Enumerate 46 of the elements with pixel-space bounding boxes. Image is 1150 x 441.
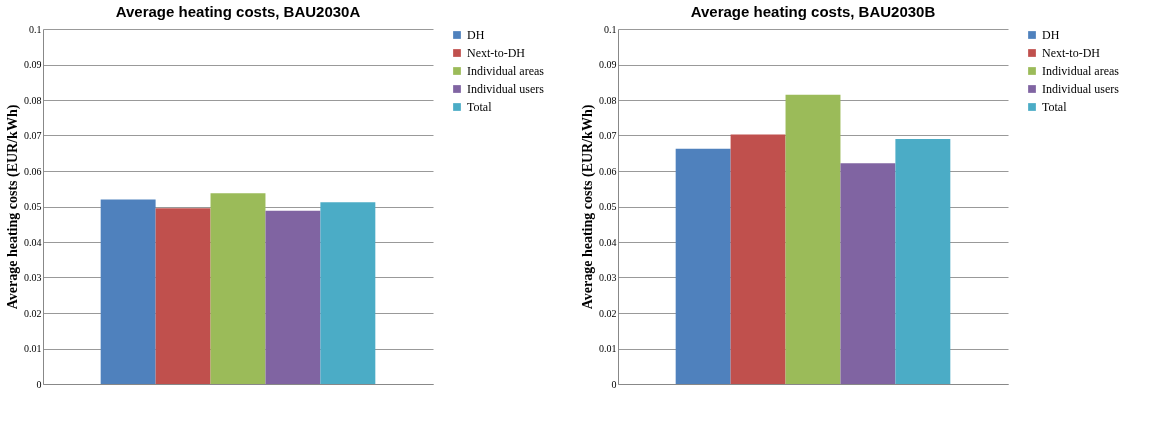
y-tick-label: 0.07 xyxy=(599,130,617,141)
y-tick-label: 0.06 xyxy=(599,165,617,177)
legend-label: Next-to-DH xyxy=(1042,46,1101,60)
y-tick-label: 0.05 xyxy=(24,201,42,212)
y-tick-label: 0.02 xyxy=(599,307,617,319)
legend-label: DH xyxy=(467,28,485,42)
bar xyxy=(265,210,321,384)
bar xyxy=(155,208,211,384)
y-tick-label: 0.07 xyxy=(24,130,42,141)
y-tick-label: 0.04 xyxy=(24,236,42,248)
y-axis-title: Average heating costs (EUR/kWh) xyxy=(5,104,21,310)
bar xyxy=(675,148,731,384)
bar xyxy=(320,202,376,384)
y-tick-label: 0.05 xyxy=(599,201,617,212)
y-tick-label: 0.01 xyxy=(599,343,617,354)
chart-title: Average heating costs, BAU2030A xyxy=(115,3,361,20)
y-tick-label: 0.1 xyxy=(604,23,617,35)
legend-label: Individual users xyxy=(467,82,545,96)
y-tick-label: 0.04 xyxy=(599,236,617,248)
y-tick-label: 0.03 xyxy=(599,272,617,283)
legend-label: Next-to-DH xyxy=(467,46,526,60)
y-tick-label: 0.03 xyxy=(24,272,42,283)
y-tick-label: 0 xyxy=(611,378,617,390)
y-tick-label: 0.08 xyxy=(599,94,617,106)
bar xyxy=(840,163,896,384)
bar xyxy=(785,94,841,384)
legend-label: Individual areas xyxy=(467,64,545,78)
y-tick-label: 0 xyxy=(36,378,42,390)
y-axis-title: Average heating costs (EUR/kWh) xyxy=(580,104,596,310)
legend-label: Individual users xyxy=(1042,82,1120,96)
y-tick-label: 0.1 xyxy=(29,23,42,35)
legend-label: Total xyxy=(1042,100,1068,114)
y-tick-label: 0.02 xyxy=(24,307,42,319)
legend-label: Total xyxy=(467,100,493,114)
bar xyxy=(895,139,951,384)
chart-title: Average heating costs, BAU2030B xyxy=(690,3,936,20)
legend-label: DH xyxy=(1042,28,1060,42)
bar xyxy=(100,199,156,384)
y-tick-label: 0.09 xyxy=(24,59,42,70)
y-tick-label: 0.08 xyxy=(24,94,42,106)
y-tick-label: 0.09 xyxy=(599,59,617,70)
legend-label: Individual areas xyxy=(1042,64,1120,78)
bar xyxy=(210,193,266,384)
y-tick-label: 0.06 xyxy=(24,165,42,177)
y-tick-label: 0.01 xyxy=(24,343,42,354)
bar xyxy=(730,134,786,384)
